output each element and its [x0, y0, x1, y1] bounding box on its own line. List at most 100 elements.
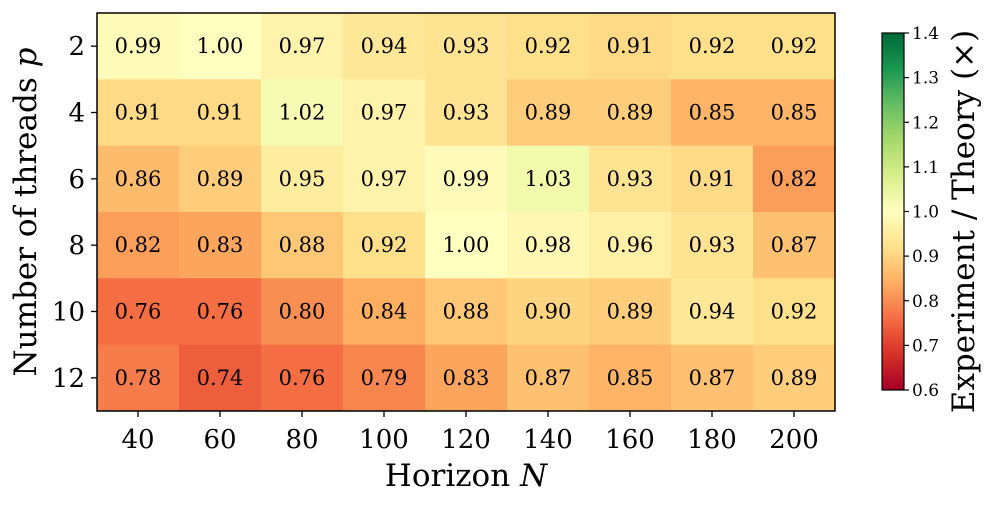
heatmap-cell-label: 0.97	[361, 101, 408, 125]
heatmap-cell-label: 0.88	[279, 233, 326, 257]
heatmap-cell-label: 0.83	[443, 366, 490, 390]
heatmap-cell	[507, 145, 590, 213]
colorbar-tick-label: 1.1	[912, 158, 939, 178]
heatmap-cell-label: 0.93	[689, 233, 736, 257]
heatmap-cell	[97, 13, 180, 80]
heatmap-cell-label: 0.82	[771, 167, 818, 191]
y-axis-label: Number of threads p	[8, 47, 44, 376]
heatmap-cell-label: 0.89	[197, 167, 244, 191]
heatmap-cell-label: 1.02	[279, 101, 326, 125]
heatmap-cell	[589, 79, 672, 147]
colorbar-tick-label: 0.7	[912, 336, 939, 356]
heatmap-cell-label: 0.99	[443, 167, 490, 191]
heatmap-cell	[671, 344, 754, 412]
heatmap-cell-label: 0.92	[771, 34, 818, 58]
heatmap-cell	[507, 278, 590, 346]
heatmap-cell	[261, 13, 344, 80]
heatmap-cell	[589, 212, 672, 279]
heatmap-cell-label: 0.76	[115, 300, 162, 324]
heatmap-cell	[179, 212, 262, 279]
heatmap-cell	[753, 145, 836, 213]
heatmap-cell	[425, 13, 508, 80]
heatmap-cell-label: 0.99	[115, 34, 162, 58]
heatmap-cell	[97, 79, 180, 147]
heatmap-cell-label: 0.85	[771, 101, 818, 125]
heatmap-cell-label: 0.91	[607, 34, 654, 58]
heatmap-cell	[507, 344, 590, 412]
heatmap-cell-label: 0.97	[361, 167, 408, 191]
heatmap-cell-label: 0.93	[443, 101, 490, 125]
heatmap-cell-label: 0.94	[689, 300, 736, 324]
heatmap-cell	[343, 212, 426, 279]
heatmap-cell	[343, 79, 426, 147]
heatmap-cell-label: 0.88	[443, 300, 490, 324]
heatmap-cell	[425, 145, 508, 213]
heatmap-cell-label: 0.86	[115, 167, 162, 191]
heatmap-cell-label: 0.89	[525, 101, 572, 125]
heatmap-cell-label: 0.85	[689, 101, 736, 125]
heatmap-cell	[179, 344, 262, 412]
heatmap-cell-label: 0.76	[197, 300, 244, 324]
heatmap-cell	[97, 278, 180, 346]
heatmap-cell	[179, 79, 262, 147]
heatmap-cell-label: 1.00	[197, 34, 244, 58]
heatmap-cell-label: 0.95	[279, 167, 326, 191]
x-tick-label: 60	[203, 425, 236, 455]
x-axis-label-symbol: N	[519, 458, 549, 494]
heatmap-cell	[261, 278, 344, 346]
heatmap-cell	[261, 212, 344, 279]
heatmap-cell	[753, 344, 836, 412]
y-axis-label-text: Number of threads	[8, 77, 44, 376]
heatmap-cell-label: 0.78	[115, 366, 162, 390]
x-axis-ticks: 40 60 80 100 120 140 160 180 200	[121, 411, 819, 455]
colorbar-tick-label: 1.4	[912, 24, 939, 44]
x-tick-label: 160	[605, 425, 655, 455]
y-tick-label: 2	[68, 32, 85, 62]
heatmap-cell	[589, 145, 672, 213]
heatmap-cell	[425, 278, 508, 346]
heatmap-cell	[425, 344, 508, 412]
heatmap-cell	[753, 79, 836, 147]
heatmap-cell	[425, 79, 508, 147]
heatmap-cell-label: 0.92	[771, 300, 818, 324]
heatmap-cell-label: 0.89	[607, 101, 654, 125]
x-axis-label-text: Horizon	[385, 458, 510, 494]
heatmap-cell	[425, 212, 508, 279]
heatmap-cell	[753, 212, 836, 279]
heatmap-cell	[343, 344, 426, 412]
heatmap-cell-labels: 0.99 1.00 0.97 0.94 0.93 0.92 0.91 0.92 0.92 0.91…	[115, 34, 818, 390]
heatmap-cell	[343, 145, 426, 213]
heatmap-cell-label: 0.96	[607, 233, 654, 257]
colorbar	[881, 32, 905, 391]
heatmap-cell-label: 0.91	[689, 167, 736, 191]
heatmap-cell	[753, 278, 836, 346]
heatmap-cell	[671, 278, 754, 346]
x-tick-label: 140	[523, 425, 573, 455]
y-axis-ticks: 2 4 6 8 10 12	[52, 32, 97, 394]
heatmap-cell	[753, 13, 836, 80]
heatmap-cell-label: 0.87	[771, 233, 818, 257]
colorbar-tick-label: 0.9	[912, 247, 939, 267]
x-tick-label: 120	[441, 425, 491, 455]
heatmap-cell	[97, 344, 180, 412]
x-tick-label: 180	[687, 425, 737, 455]
x-axis-label: Horizon N	[385, 458, 549, 494]
heatmap-cell	[507, 13, 590, 80]
heatmap-cell-label: 0.94	[361, 34, 408, 58]
heatmap-cell	[97, 145, 180, 213]
heatmap-cell	[179, 145, 262, 213]
heatmap-cell-label: 0.74	[197, 366, 244, 390]
heatmap-cell-label: 0.92	[689, 34, 736, 58]
heatmap-cell	[261, 145, 344, 213]
heatmap-cell	[589, 344, 672, 412]
heatmap-cell	[97, 212, 180, 279]
heatmap-cell-label: 0.93	[607, 167, 654, 191]
heatmap-cell-label: 0.79	[361, 366, 408, 390]
heatmap-cell-label: 0.87	[689, 366, 736, 390]
colorbar-tick-label: 1.2	[912, 113, 939, 133]
heatmap-cell-label: 0.84	[361, 300, 408, 324]
colorbar-tick-label: 1.3	[912, 69, 939, 89]
heatmap-cell-label: 0.85	[607, 366, 654, 390]
